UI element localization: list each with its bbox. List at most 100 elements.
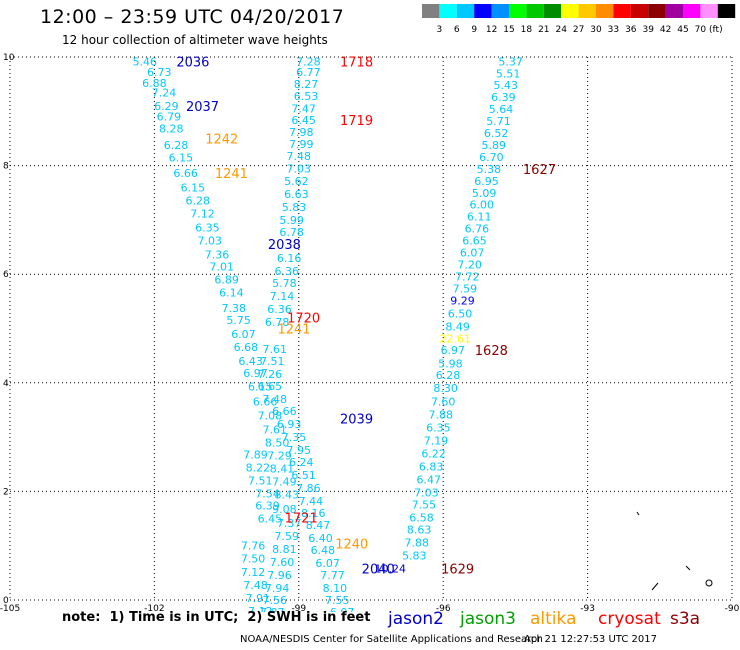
- legend-label: 70: [695, 25, 707, 35]
- wave-height-value: 6.52: [484, 127, 509, 140]
- legend-swatch: [474, 4, 492, 18]
- wave-height-value: 7.89: [243, 448, 268, 461]
- wave-height-value: 7.20: [457, 258, 482, 271]
- wave-height-value: 6.68: [234, 341, 259, 354]
- wave-height-value: 8.16: [301, 507, 326, 520]
- wave-height-value: 7.48: [287, 150, 312, 163]
- satellite-label-jason3: jason3: [460, 609, 516, 629]
- wave-height-value: 6.93: [277, 418, 302, 431]
- wave-height-value: 6.88: [142, 77, 167, 90]
- wave-height-value: 5.37: [498, 55, 523, 68]
- wave-height-value: 7.59: [453, 282, 478, 295]
- wave-height-value: 7.55: [325, 594, 350, 607]
- wave-height-value: 5.99: [279, 214, 304, 227]
- wave-height-value: 7.99: [289, 138, 314, 151]
- legend-swatch: [578, 4, 596, 18]
- wave-height-value: 7.98: [289, 126, 314, 139]
- wave-height-value: 6.79: [157, 111, 182, 124]
- time-annotation: 1241: [277, 323, 310, 338]
- wave-height-value: 6.28: [185, 194, 210, 207]
- wave-height-value: 6.73: [147, 66, 172, 79]
- wave-height-value: 5.89: [481, 139, 506, 152]
- y-tick-label: 4: [3, 379, 9, 389]
- page-title: 12:00 – 23:59 UTC 04/20/2017: [40, 6, 345, 28]
- time-annotation: 1629: [441, 563, 474, 578]
- wave-height-value: 7.95: [287, 444, 312, 457]
- wave-height-value: 6.07: [330, 606, 355, 612]
- wave-height-value: 7.96: [267, 569, 292, 582]
- time-annotation: 1720: [287, 312, 320, 327]
- wave-height-value: 6.83: [419, 460, 444, 473]
- wave-height-value: 7.59: [275, 530, 300, 543]
- legend-label: 39: [642, 25, 654, 35]
- wave-height-value: 6.77: [296, 66, 321, 79]
- wave-height-value: 6.50: [448, 307, 473, 320]
- legend-swatch: [630, 4, 649, 18]
- legend-label: 12: [486, 25, 497, 35]
- x-tick-label: -105: [0, 604, 20, 612]
- wave-height-value: 7.26: [258, 368, 283, 381]
- wave-height-value: 7.29: [267, 450, 292, 463]
- time-annotation: 2038: [268, 238, 301, 253]
- y-tick-label: 6: [3, 270, 9, 280]
- wave-height-value: 7.54: [255, 488, 280, 501]
- wave-height-value: 8.43: [275, 489, 300, 502]
- wave-height-value: 6.35: [195, 222, 220, 235]
- time-annotation: 1719: [340, 114, 373, 129]
- wave-height-value: 5.83: [402, 549, 427, 562]
- wave-height-value: 10.24: [375, 563, 407, 576]
- wave-height-value: 7.24: [152, 86, 177, 99]
- wave-height-value: 5.98: [438, 357, 463, 370]
- legend-swatch: [491, 4, 509, 18]
- wave-height-value: 6.70: [479, 151, 504, 164]
- wave-height-value: 6.14: [219, 287, 244, 300]
- wave-height-value: 7.61: [262, 343, 287, 356]
- wave-height-value: 6.15: [181, 181, 206, 194]
- legend-label: 18: [521, 25, 533, 35]
- wave-height-value: 6.07: [460, 246, 485, 259]
- satellite-label-cryosat: cryosat: [598, 609, 661, 629]
- time-annotation: 2037: [186, 100, 219, 115]
- wave-height-value: 8.49: [445, 320, 470, 333]
- y-tick-label: 2: [3, 487, 9, 497]
- wave-height-value: 7.51: [248, 475, 273, 488]
- legend-label: 21: [538, 25, 549, 35]
- x-tick-label: -96: [436, 604, 451, 612]
- wave-height-value: 6.35: [426, 421, 451, 434]
- wave-height-value: 6.43: [238, 355, 263, 368]
- wave-height-value: 6.40: [308, 532, 333, 545]
- legend-swatch: [509, 4, 527, 18]
- y-tick-label: 8: [3, 162, 9, 172]
- wave-height-value: 6.51: [291, 469, 316, 482]
- wave-height-value: 7.01: [210, 261, 235, 274]
- wave-height-value: 7.60: [270, 556, 295, 569]
- legend-swatch: [648, 4, 666, 18]
- legend-swatch: [596, 4, 614, 18]
- wave-height-value: 6.66: [253, 395, 278, 408]
- wave-height-value: 7.48: [262, 393, 287, 406]
- wave-height-value: 6.45: [258, 513, 283, 526]
- legend-label: 36: [625, 25, 637, 35]
- legend-swatch: [526, 4, 544, 18]
- wave-height-value: 6.07: [315, 557, 340, 570]
- wave-height-value: 7.48: [243, 579, 268, 592]
- wave-height-value: 7.61: [262, 423, 287, 436]
- legend-label: 3: [437, 25, 443, 35]
- legend-unit: (ft): [709, 25, 723, 35]
- wave-height-value: 7.19: [424, 434, 449, 447]
- wave-height-value: 7.55: [412, 498, 437, 511]
- satellite-label-altika: altika: [530, 609, 577, 629]
- wave-height-value: 5.62: [284, 175, 309, 188]
- wave-height-value: 7.87: [260, 606, 285, 612]
- wave-height-value: 6.78: [279, 226, 304, 239]
- wave-height-value: 6.36: [267, 303, 292, 316]
- wave-height-value: 6.66: [173, 167, 198, 180]
- wave-height-value: 5.46: [133, 55, 158, 68]
- wave-height-value: 7.76: [241, 540, 266, 553]
- wave-height-value: 8.10: [323, 582, 348, 595]
- wave-height-value: 6.28: [436, 369, 461, 382]
- legend-label: 42: [660, 25, 671, 35]
- wave-height-value: 9.29: [450, 294, 475, 307]
- wave-height-value: 7.51: [260, 355, 285, 368]
- wave-height-value: 7.03: [414, 486, 439, 499]
